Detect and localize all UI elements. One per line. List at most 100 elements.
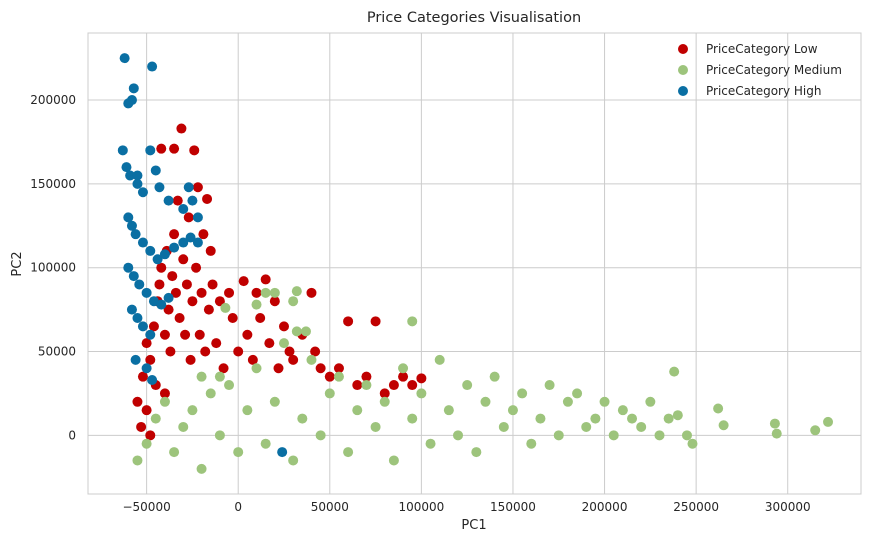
data-point (169, 242, 180, 253)
data-point (163, 292, 174, 303)
data-point (315, 363, 326, 374)
data-point (260, 274, 271, 285)
data-point (572, 388, 583, 399)
data-point (669, 366, 680, 377)
data-point (130, 229, 141, 240)
data-point (278, 321, 289, 332)
data-point (169, 229, 180, 240)
data-point (132, 178, 143, 189)
series-3 (117, 53, 288, 458)
data-point (291, 326, 302, 337)
data-point (288, 296, 299, 307)
data-point (159, 388, 170, 399)
data-point (205, 388, 216, 399)
data-point (462, 380, 473, 391)
data-point (260, 287, 271, 298)
data-point (132, 455, 143, 466)
y-tick-label: 0 (68, 428, 76, 442)
data-point (553, 430, 564, 441)
data-point (453, 430, 464, 441)
data-point (126, 304, 137, 315)
y-tick-label: 100000 (30, 261, 76, 275)
data-point (288, 455, 299, 466)
data-point (306, 287, 317, 298)
data-point (324, 371, 335, 382)
data-point (202, 193, 213, 204)
data-point (398, 363, 409, 374)
data-point (333, 371, 344, 382)
data-point (526, 438, 537, 449)
data-point (169, 143, 180, 154)
data-point (187, 296, 198, 307)
data-point (125, 170, 136, 181)
data-point (352, 405, 363, 416)
data-point (654, 430, 665, 441)
data-point (192, 182, 203, 193)
data-point (284, 346, 295, 357)
data-point (645, 396, 656, 407)
y-tick-label: 200000 (30, 93, 76, 107)
data-point (178, 204, 189, 215)
data-point (663, 413, 674, 424)
data-point (489, 371, 500, 382)
data-point (407, 413, 418, 424)
data-point (174, 312, 185, 323)
data-point (163, 195, 174, 206)
series-2 (132, 286, 834, 474)
data-point (300, 326, 311, 337)
data-point (810, 425, 821, 436)
data-point (361, 380, 372, 391)
data-point (167, 271, 178, 282)
data-point (627, 413, 638, 424)
legend-marker (678, 44, 688, 54)
x-tick-label: 0 (234, 500, 242, 514)
data-point (156, 262, 167, 273)
data-point (128, 271, 139, 282)
data-point (581, 421, 592, 432)
data-point (388, 380, 399, 391)
data-point (407, 380, 418, 391)
data-point (251, 363, 262, 374)
data-point (159, 396, 170, 407)
data-point (132, 170, 143, 181)
data-point (200, 346, 211, 357)
data-point (333, 363, 344, 374)
data-point (370, 316, 381, 327)
plot-area (87, 32, 862, 495)
data-point (251, 287, 262, 298)
data-point (169, 447, 180, 458)
data-point (269, 296, 280, 307)
data-point (203, 304, 214, 315)
data-point (343, 447, 354, 458)
data-point (196, 371, 207, 382)
data-point (771, 428, 782, 439)
x-tick-label: 150000 (490, 500, 536, 514)
data-point (170, 287, 181, 298)
data-point (273, 363, 284, 374)
data-point (141, 405, 152, 416)
data-point (398, 371, 409, 382)
data-point (150, 165, 161, 176)
data-point (617, 405, 628, 416)
data-point (159, 249, 170, 260)
data-point (192, 212, 203, 223)
data-point (137, 237, 148, 248)
data-point (119, 53, 130, 64)
data-point (306, 354, 317, 365)
data-point (136, 421, 147, 432)
data-point (148, 321, 159, 332)
data-point (191, 262, 202, 273)
data-point (343, 316, 354, 327)
data-point (187, 405, 198, 416)
data-point (264, 338, 275, 349)
data-point (480, 396, 491, 407)
data-point (141, 438, 152, 449)
data-point (141, 338, 152, 349)
data-point (183, 212, 194, 223)
data-point (681, 430, 692, 441)
x-tick-label: 200000 (582, 500, 628, 514)
data-point (137, 321, 148, 332)
legend: PriceCategory Low PriceCategory Medium Pri… (678, 42, 842, 98)
data-point (145, 329, 156, 340)
